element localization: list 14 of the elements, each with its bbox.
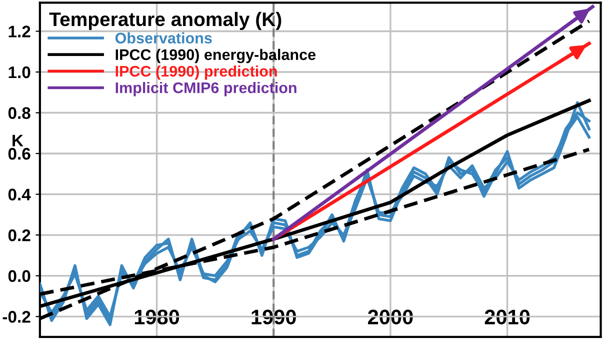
y-tick-label: 0.8	[8, 107, 30, 119]
legend-title: Temperature anomaly (K)	[49, 12, 282, 30]
y-tick-label: 0.2	[8, 229, 30, 242]
y-tick-label: 0.4	[8, 188, 31, 200]
y-tick-label: 0.0	[8, 270, 30, 282]
legend-label: IPCC (1990) prediction	[116, 65, 277, 80]
y-tick-label: 0.6	[8, 148, 30, 160]
legend-label: IPCC (1990) energy-balance	[116, 48, 316, 64]
y-axis-title: K	[12, 134, 24, 146]
y-tick-label: 1.2	[8, 26, 30, 38]
y-tick-label: -0.2	[2, 310, 30, 323]
legend-label: Observations	[115, 32, 212, 44]
y-tick-label: 1.0	[8, 66, 30, 78]
legend-label: Implicit CMIP6 prediction	[116, 82, 296, 96]
